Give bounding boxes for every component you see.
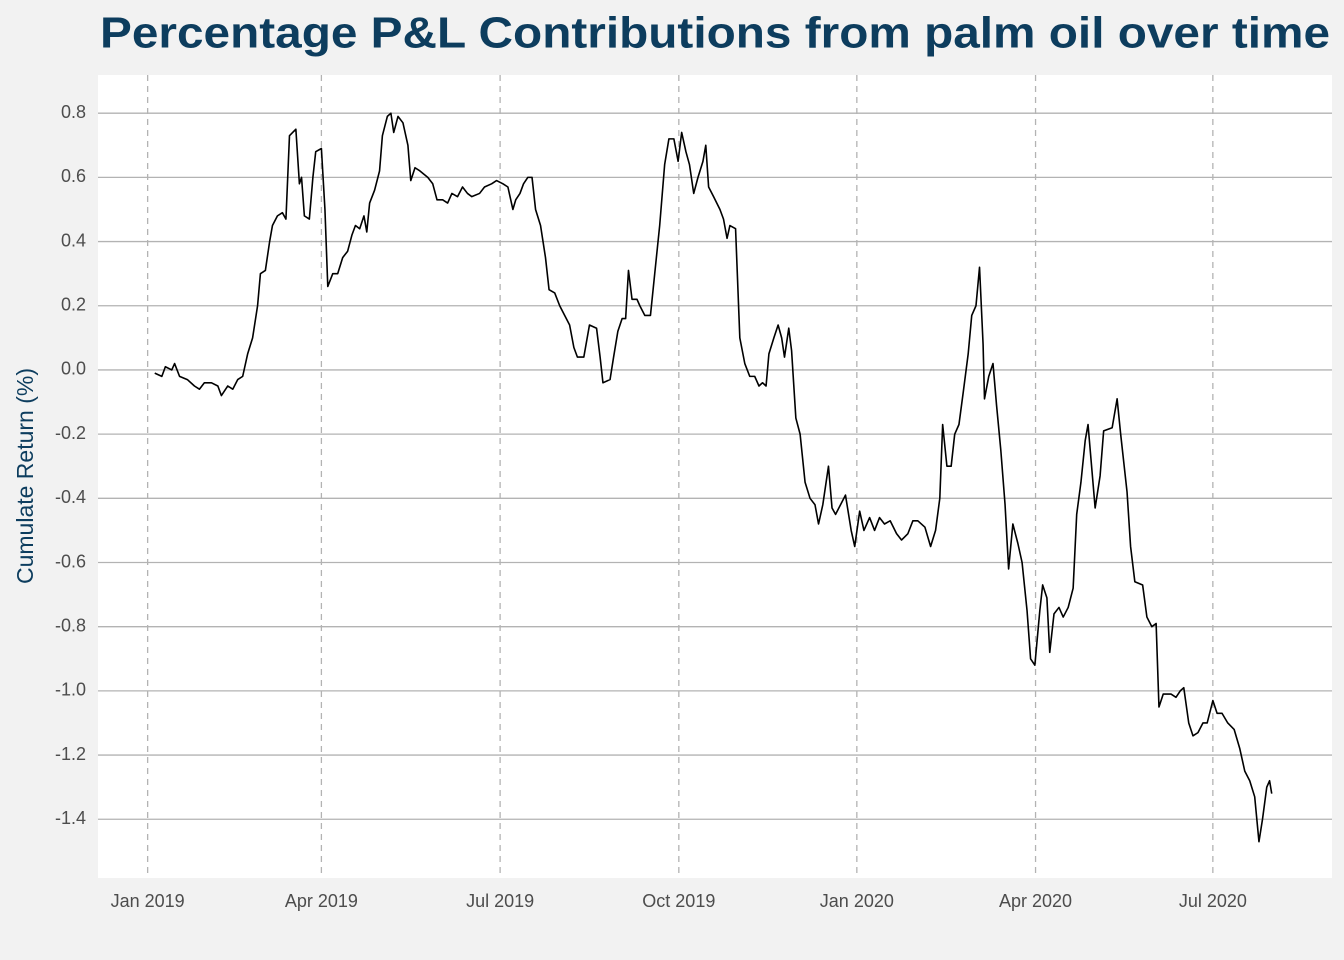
x-tick-label: Oct 2019 — [642, 891, 715, 911]
data-line — [154, 112, 1273, 843]
x-tick-label: Apr 2020 — [999, 891, 1072, 911]
y-tick-label: 0.6 — [61, 166, 86, 186]
x-tick-label: Jul 2019 — [466, 891, 534, 911]
y-tick-label: -1.2 — [55, 744, 86, 764]
x-tick-label: Apr 2019 — [285, 891, 358, 911]
y-tick-label: 0.2 — [61, 295, 86, 315]
y-tick-label: -0.8 — [55, 615, 86, 635]
x-tick-label: Jan 2020 — [820, 891, 894, 911]
y-tick-label: -0.2 — [55, 423, 86, 443]
y-axis-label: Cumulate Return (%) — [12, 368, 38, 584]
x-tick-label: Jul 2020 — [1179, 891, 1247, 911]
y-tick-label: 0.0 — [61, 359, 86, 379]
x-tick-label: Jan 2019 — [111, 891, 185, 911]
y-tick-label: -1.0 — [55, 680, 86, 700]
y-tick-label: -0.4 — [55, 487, 86, 507]
chart-title: Percentage P&L Contributions from palm o… — [100, 9, 1330, 58]
y-tick-label: -1.4 — [55, 808, 86, 828]
y-tick-label: 0.4 — [61, 230, 86, 250]
y-tick-label: 0.8 — [61, 102, 86, 122]
y-tick-label: -0.6 — [55, 551, 86, 571]
plot-panel — [98, 75, 1332, 878]
